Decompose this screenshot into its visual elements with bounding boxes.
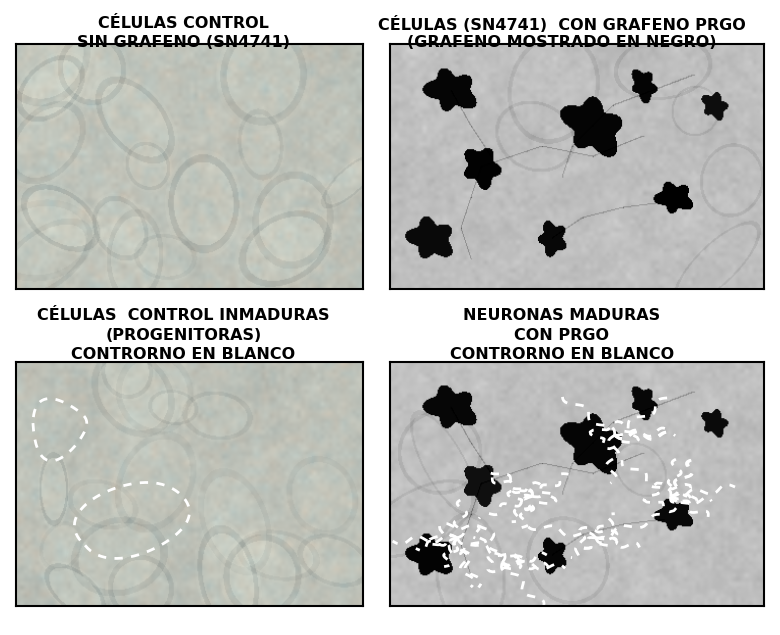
Text: (PROGENITORAS): (PROGENITORAS) [105,328,261,344]
Text: SIN GRAFENO (SN4741): SIN GRAFENO (SN4741) [76,35,290,50]
Text: CÉLULAS  CONTROL INMADURAS: CÉLULAS CONTROL INMADURAS [37,308,329,323]
Text: CON PRGO: CON PRGO [514,328,609,344]
Text: (GRAFENO MOSTRADO EN NEGRO): (GRAFENO MOSTRADO EN NEGRO) [407,35,716,50]
Text: CÉLULAS CONTROL: CÉLULAS CONTROL [98,16,269,31]
Text: NEURONAS MADURAS: NEURONAS MADURAS [463,308,660,323]
Text: CONTRORNO EN BLANCO: CONTRORNO EN BLANCO [71,347,296,363]
Text: CÉLULAS (SN4741)  CON GRAFENO PRGO: CÉLULAS (SN4741) CON GRAFENO PRGO [378,16,746,33]
Text: CONTRORNO EN BLANCO: CONTRORNO EN BLANCO [449,347,674,363]
